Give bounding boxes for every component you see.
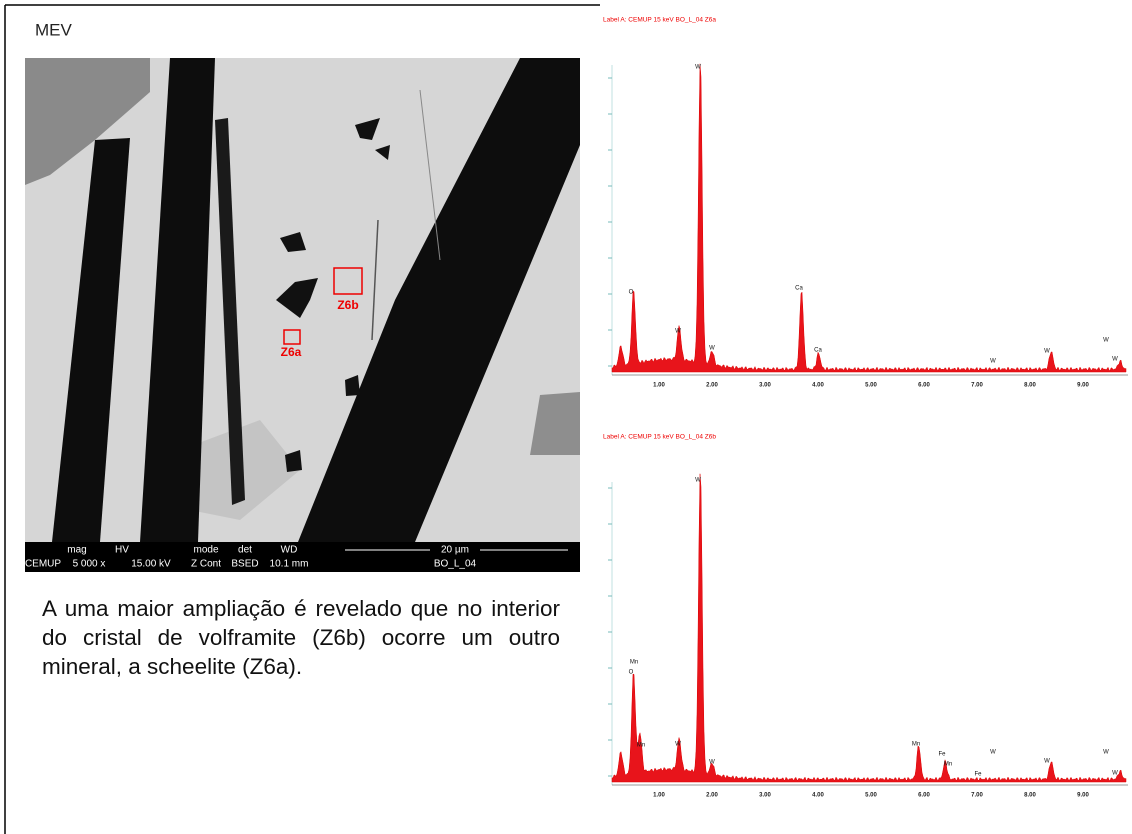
peak-label: W	[695, 65, 701, 71]
sem-pore	[276, 278, 318, 318]
peak-label: W	[1103, 338, 1109, 344]
peak-label: W	[990, 359, 996, 365]
sem-crystal	[215, 118, 245, 505]
peak-label: W	[1112, 771, 1118, 777]
databar-value: 10.1 mm	[270, 559, 309, 570]
databar	[25, 542, 580, 572]
sem-crack	[371, 219, 379, 341]
spectrum-x-label: 1.00	[653, 383, 665, 389]
peak-label: W	[1044, 759, 1050, 765]
spectrum-x-label: 1.00	[653, 793, 665, 799]
peak-label: W	[990, 750, 996, 756]
peak-label: W	[1112, 357, 1118, 363]
sem-pore	[355, 118, 380, 140]
spectrum-x-label: 9.00	[1077, 793, 1089, 799]
spectrum-x-label: 7.00	[971, 793, 983, 799]
title: MEV	[35, 20, 73, 39]
peak-label: W	[675, 329, 681, 335]
description: A uma maior ampliação é revelado que no …	[42, 596, 560, 679]
databar-label: WD	[281, 545, 298, 556]
spectrum-x-label: 2.00	[706, 793, 718, 799]
spectrum-x-label: 5.00	[865, 383, 877, 389]
marker-label: Z6a	[281, 345, 302, 359]
peak-label: Ca	[814, 348, 822, 354]
spectrum-x-label: 5.00	[865, 793, 877, 799]
peak-label: Mn	[630, 660, 638, 666]
marker-label: Z6b	[337, 298, 358, 312]
sem-image: Z6b Z6a mag HV mode det WD 20 µm CEMUP 5…	[25, 58, 580, 572]
spectrum-x-label: 2.00	[706, 383, 718, 389]
sem-crystal	[298, 58, 580, 542]
spectrum: Label A: CEMUP 15 keV BO_L_04 Z6a 1.00 2.0…	[603, 17, 1128, 389]
spectrum-x-label: 7.00	[971, 383, 983, 389]
spectrum-x-label: 9.00	[1077, 383, 1089, 389]
databar-label: mag	[67, 545, 86, 556]
spectrum-x-label: 4.00	[812, 793, 824, 799]
peak-label: W	[695, 478, 701, 484]
spectrum-x-label: 6.00	[918, 793, 930, 799]
spectrum-x-label: 8.00	[1024, 383, 1036, 389]
sem-region	[530, 392, 580, 455]
databar-value: 15.00 kV	[131, 559, 171, 570]
marker-box	[283, 329, 301, 345]
sem-pore	[345, 375, 360, 396]
databar-label: mode	[193, 545, 218, 556]
sem-crystal	[140, 58, 215, 542]
peak-label: Ca	[795, 286, 803, 292]
spectrum: Label A: CEMUP 15 keV BO_L_04 Z6b 1.00 2.0…	[603, 434, 1128, 799]
spectrum-x-label: 8.00	[1024, 793, 1036, 799]
sem-pore	[375, 145, 390, 160]
peak-label: O	[629, 290, 634, 296]
peak-label: W	[675, 742, 681, 748]
spectrum-trace	[611, 63, 1127, 373]
sem-region	[25, 58, 150, 185]
peak-label: Mn	[637, 743, 645, 749]
sem-crystal	[52, 138, 130, 542]
spectrum-x-label: 3.00	[759, 383, 771, 389]
databar-label: HV	[115, 545, 129, 556]
spectrum-header: Label A: CEMUP 15 keV BO_L_04 Z6b	[603, 434, 716, 441]
databar-value: 5 000 x	[73, 559, 106, 570]
databar-text: mag HV mode det WD 20 µm CEMUP 5 000 x 1…	[25, 545, 477, 570]
databar-value: BO_L_04	[434, 559, 477, 570]
peak-label: Fe	[938, 752, 946, 758]
sem-pore	[280, 232, 306, 252]
spectrum-header: Label A: CEMUP 15 keV BO_L_04 Z6a	[603, 17, 716, 24]
databar-value: CEMUP	[25, 559, 61, 570]
databar-value: BSED	[231, 559, 258, 570]
spectrum-x-label: 6.00	[918, 383, 930, 389]
databar-label: det	[238, 545, 252, 556]
scale-bar-label: 20 µm	[441, 545, 469, 556]
peak-label: W	[1103, 750, 1109, 756]
peak-label: Mn	[912, 742, 920, 748]
peak-label: Fe	[974, 772, 982, 778]
databar-value: Z Cont	[191, 559, 221, 570]
peak-label: W	[709, 346, 715, 352]
peak-label: W	[709, 760, 715, 766]
spectrum-trace	[611, 473, 1127, 783]
peak-label: O	[629, 670, 634, 676]
sem-pore	[285, 450, 302, 472]
spectrum-x-label: 3.00	[759, 793, 771, 799]
peak-label: Mn	[944, 762, 952, 768]
sem-crack	[419, 89, 441, 261]
peak-label: W	[1044, 349, 1050, 355]
spectrum-x-label: 4.00	[812, 383, 824, 389]
marker-box	[333, 267, 363, 295]
